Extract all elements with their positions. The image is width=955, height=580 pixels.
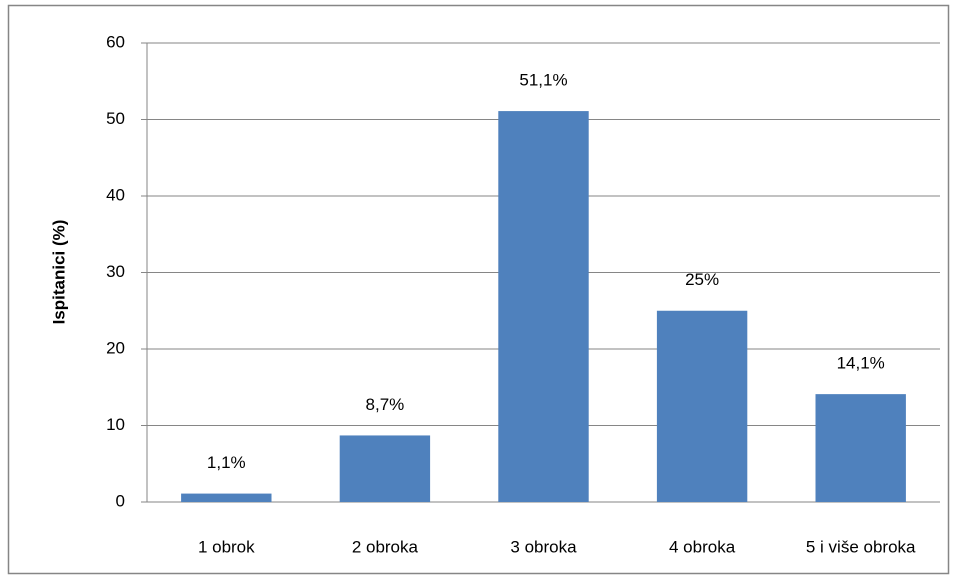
x-tick-label: 2 obroka [352,537,419,556]
bar [339,435,431,502]
y-axis-label: Ispitanici (%) [49,220,68,325]
bar [498,111,589,503]
data-label: 14,1% [837,354,885,373]
chart-frame [7,4,950,575]
y-tick-label: 20 [106,338,125,357]
data-label: 25% [685,270,719,289]
bar [656,310,748,502]
bar [181,493,272,502]
x-tick-label: 5 i više obroka [806,537,916,556]
x-tick-label: 4 obroka [669,537,736,556]
x-tick-label: 1 obrok [198,537,255,556]
data-label: 8,7% [366,395,405,414]
y-tick-label: 10 [106,415,125,434]
y-tick-label: 30 [106,262,125,281]
y-tick-label: 40 [106,185,125,204]
x-tick-label: 3 obroka [510,537,577,556]
data-label: 51,1% [519,71,567,90]
y-tick-label: 0 [116,491,125,510]
bar [815,394,906,502]
y-tick-label: 60 [106,32,125,51]
data-label: 1,1% [207,453,246,472]
y-tick-label: 50 [106,109,125,128]
